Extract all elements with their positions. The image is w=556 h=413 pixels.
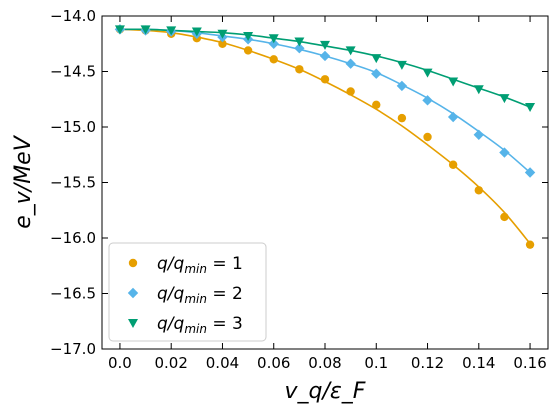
x-tick-label: 0.12 — [411, 354, 444, 372]
data-point-series-1 — [346, 87, 355, 96]
data-point-series-1 — [397, 113, 407, 123]
legend-label-rhs: = 3 — [207, 314, 243, 334]
legend-box — [108, 242, 267, 342]
data-point-series-3 — [243, 31, 254, 41]
legend-label-sub: min — [184, 262, 207, 276]
legend-label-main: q/q — [157, 314, 185, 334]
data-point-series-1 — [423, 132, 432, 142]
legend-label-rhs: = 2 — [207, 284, 243, 304]
legend-label-main: q/q — [157, 284, 185, 304]
x-tick-label: 0.1 — [364, 354, 388, 372]
legend-label-1: q/qmin = 1 — [157, 254, 243, 276]
data-point-series-2 — [447, 111, 459, 123]
axis-labels: v_q/ε_F e_v/MeV — [11, 134, 366, 404]
data-point-series-2 — [473, 129, 484, 140]
data-point-series-1 — [218, 39, 227, 48]
fit-curves — [119, 28, 531, 245]
x-tick-label: 0.02 — [155, 354, 188, 372]
legend-marker-3 — [128, 319, 138, 328]
y-tick-label: −14.0 — [50, 7, 96, 25]
data-point-series-1 — [500, 212, 509, 222]
data-point-series-3 — [422, 68, 433, 78]
data-point-series-2 — [345, 58, 356, 69]
data-point-series-3 — [345, 46, 356, 56]
data-point-series-3 — [114, 25, 125, 35]
data-point-series-2 — [294, 42, 305, 54]
y-axis-label: e_v/MeV — [11, 134, 36, 228]
data-point-series-1 — [295, 65, 304, 74]
x-tick-label: 0.06 — [257, 354, 290, 372]
data-point-series-3 — [396, 60, 407, 70]
data-point-series-2 — [319, 50, 331, 62]
data-point-series-2 — [524, 167, 536, 178]
data-point-series-2 — [371, 68, 382, 79]
data-points — [114, 24, 536, 249]
legend-marker-1 — [128, 258, 138, 268]
x-axis-label: v_q/ε_F — [285, 379, 366, 404]
x-tick-label: 0.08 — [308, 354, 341, 372]
data-point-series-3 — [294, 37, 305, 47]
axes: 0.0 0.02 0.04 0.06 0.08 0.1 0.12 0.14 0.16 −17.0 −… — [50, 7, 549, 372]
fit-curve-2 — [119, 28, 531, 174]
legend-marker-2 — [127, 287, 139, 299]
y-tick-label: −16.0 — [50, 229, 96, 247]
data-point-series-1 — [372, 100, 381, 110]
data-point-series-2 — [268, 38, 279, 49]
data-point-series-3 — [140, 25, 151, 35]
data-point-series-3 — [268, 34, 279, 44]
y-tick-label: −15.5 — [50, 174, 96, 192]
legend-label-sub: min — [184, 322, 207, 336]
data-point-series-3 — [191, 27, 202, 37]
data-point-series-1 — [269, 55, 278, 64]
data-point-series-2 — [422, 95, 433, 106]
x-tick-label: 0.16 — [513, 354, 546, 372]
data-point-series-1 — [474, 186, 483, 195]
legend-label-rhs: = 1 — [207, 254, 243, 274]
data-point-series-3 — [217, 29, 228, 39]
y-tick-label: −16.5 — [50, 285, 96, 303]
x-tick-label: 0.14 — [462, 354, 495, 372]
data-point-series-3 — [448, 77, 459, 87]
data-point-series-1 — [320, 75, 330, 84]
legend-label-3: q/qmin = 3 — [157, 314, 243, 336]
data-point-series-1 — [448, 160, 458, 169]
data-point-series-3 — [499, 94, 510, 104]
legend: q/qmin = 1q/qmin = 2q/qmin = 3 — [108, 242, 267, 342]
data-point-series-2 — [499, 147, 510, 158]
data-point-series-3 — [320, 40, 330, 50]
fit-curve-1 — [119, 28, 531, 245]
data-point-series-1 — [525, 240, 535, 249]
legend-label-sub: min — [184, 292, 207, 306]
data-point-series-2 — [396, 80, 408, 92]
x-tick-label: 0.04 — [206, 354, 239, 372]
data-point-series-3 — [525, 103, 536, 113]
y-tick-label: −15.0 — [50, 118, 96, 136]
legend-label-main: q/q — [157, 254, 185, 274]
legend-label-2: q/qmin = 2 — [157, 284, 243, 306]
data-point-series-3 — [473, 85, 484, 95]
x-tick-label: 0.0 — [108, 354, 132, 372]
y-tick-label: −17.0 — [50, 340, 96, 358]
data-point-series-3 — [371, 54, 382, 64]
y-tick-label: −14.5 — [50, 63, 96, 81]
data-point-series-3 — [166, 26, 177, 36]
data-point-series-1 — [243, 46, 253, 55]
